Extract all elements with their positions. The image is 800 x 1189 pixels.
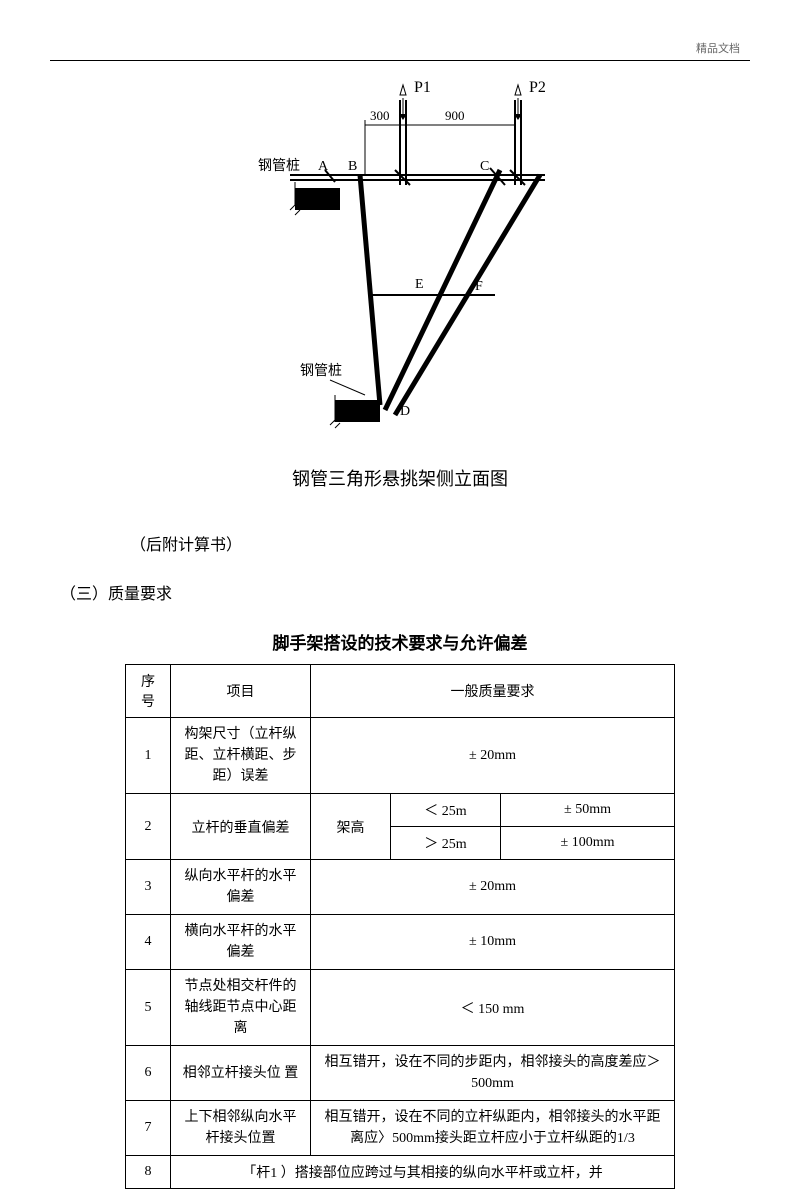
label-p2: P2 xyxy=(529,79,546,96)
table-row: 2 立杆的垂直偏差 架高 ＜ 25m ± 50mm xyxy=(126,794,675,827)
cell-sub: ± 50mm xyxy=(501,794,675,827)
header-seq: 序 号 xyxy=(126,665,171,718)
technical-diagram: P1 P2 300 900 钢管桩 A B C xyxy=(200,70,600,440)
table-row: 5 节点处相交杆件的轴线距节点中心距离 ＜ 150 mm xyxy=(126,970,675,1046)
cell-req: 相互错开，设在不同的步距内，相邻接头的高度差应＞ 500mm xyxy=(311,1046,675,1101)
cell-sub: ＜ 25m xyxy=(391,794,501,827)
cell-seq: 3 xyxy=(126,860,171,915)
cell-seq: 2 xyxy=(126,794,171,860)
label-p1: P1 xyxy=(414,79,431,96)
cell-seq: 8 xyxy=(126,1156,171,1189)
header-req: 一般质量要求 xyxy=(311,665,675,718)
cell-mid: 架高 xyxy=(311,794,391,860)
table-row: 6 相邻立杆接头位 置 相互错开，设在不同的步距内，相邻接头的高度差应＞ 500… xyxy=(126,1046,675,1101)
table-row: 1 构架尺寸（立杆纵距、立杆横距、步距）误差 ± 20mm xyxy=(126,718,675,794)
label-d: D xyxy=(400,404,410,419)
label-c: C xyxy=(480,159,489,174)
section-heading: （三）质量要求 xyxy=(60,580,750,604)
cell-seq: 6 xyxy=(126,1046,171,1101)
cell-item: 构架尺寸（立杆纵距、立杆横距、步距）误差 xyxy=(171,718,311,794)
cell-req: ± 20mm xyxy=(311,860,675,915)
cell-sub: ± 100mm xyxy=(501,827,675,860)
cell-req: ＜ 150 mm xyxy=(311,970,675,1046)
cell-req: ± 20mm xyxy=(311,718,675,794)
label-f: F xyxy=(475,279,483,294)
cell-item: 横向水平杆的水平偏差 xyxy=(171,915,311,970)
table-row: 4 横向水平杆的水平偏差 ± 10mm xyxy=(126,915,675,970)
header-item: 项目 xyxy=(171,665,311,718)
cell-seq: 7 xyxy=(126,1101,171,1156)
label-e: E xyxy=(415,277,424,292)
cell-seq: 4 xyxy=(126,915,171,970)
note-text: （后附计算书） xyxy=(130,531,750,555)
figure-caption: 钢管三角形悬挑架侧立面图 xyxy=(50,465,750,491)
table-title: 脚手架搭设的技术要求与允许偏差 xyxy=(50,629,750,654)
cell-sub: ＞ 25m xyxy=(391,827,501,860)
table-header-row: 序 号 项目 一般质量要求 xyxy=(126,665,675,718)
header-mark: 精品文档 xyxy=(696,40,740,56)
pipe-bottom-label: 钢管桩 xyxy=(300,362,342,379)
label-b: B xyxy=(348,159,357,174)
table-row: 8 「杆1 ）搭接部位应跨过与其相接的纵向水平杆或立杆，并 xyxy=(126,1156,675,1189)
cell-item: 上下相邻纵向水平杆接头位置 xyxy=(171,1101,311,1156)
table-row: 3 纵向水平杆的水平偏差 ± 20mm xyxy=(126,860,675,915)
requirements-table: 序 号 项目 一般质量要求 1 构架尺寸（立杆纵距、立杆横距、步距）误差 ± 2… xyxy=(125,664,675,1189)
pipe-left-label: 钢管桩 xyxy=(258,157,300,174)
cell-item: 立杆的垂直偏差 xyxy=(171,794,311,860)
cell-item: 「杆1 ）搭接部位应跨过与其相接的纵向水平杆或立杆，并 xyxy=(171,1156,675,1189)
table-row: 7 上下相邻纵向水平杆接头位置 相互错开，设在不同的立杆纵距内，相邻接头的水平距… xyxy=(126,1101,675,1156)
cell-req: 相互错开，设在不同的立杆纵距内，相邻接头的水平距离应〉500mm接头距立杆应小于… xyxy=(311,1101,675,1156)
diagram-area: P1 P2 300 900 钢管桩 A B C xyxy=(50,70,750,450)
cell-seq: 5 xyxy=(126,970,171,1046)
dim-900: 900 xyxy=(445,108,465,123)
header-underline xyxy=(50,60,750,61)
cell-item: 纵向水平杆的水平偏差 xyxy=(171,860,311,915)
cell-item: 相邻立杆接头位 置 xyxy=(171,1046,311,1101)
cell-seq: 1 xyxy=(126,718,171,794)
cell-req: ± 10mm xyxy=(311,915,675,970)
dim-300: 300 xyxy=(370,108,390,123)
cell-item: 节点处相交杆件的轴线距节点中心距离 xyxy=(171,970,311,1046)
